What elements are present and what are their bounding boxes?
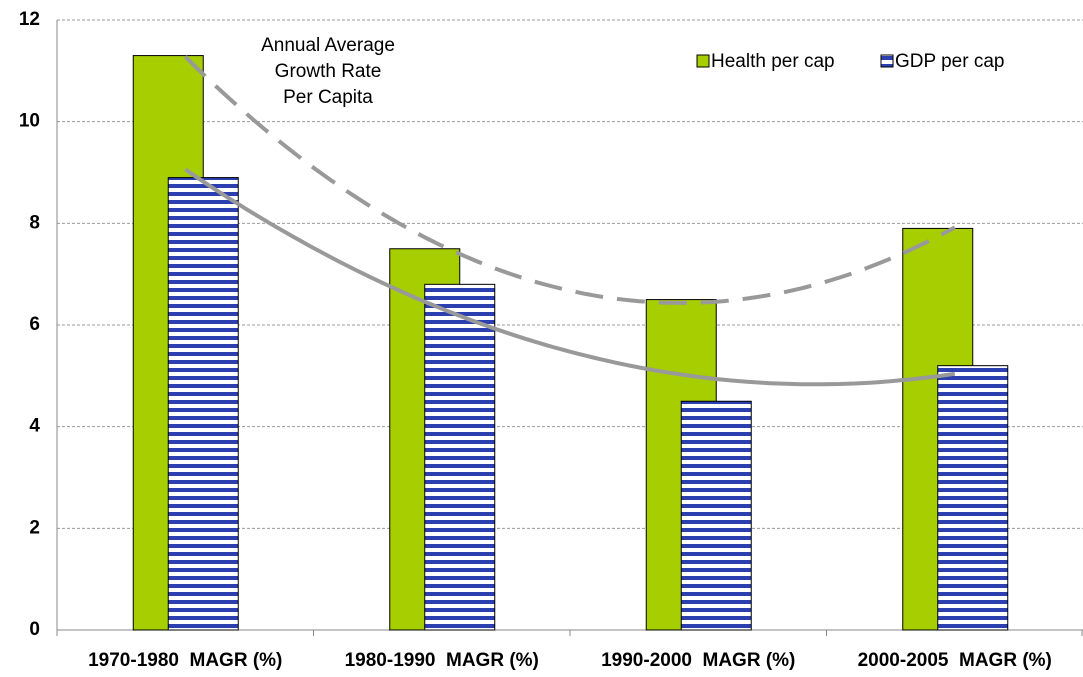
x-tick-label: 2000-2005 MAGR (%) xyxy=(858,650,1052,671)
bar xyxy=(424,283,496,631)
y-tick-label: 10 xyxy=(19,111,40,132)
trendline xyxy=(183,55,956,305)
legend-swatch xyxy=(696,54,710,68)
legend-swatch xyxy=(880,54,894,68)
legend-label: GDP per cap xyxy=(895,51,1004,72)
y-tick-label: 12 xyxy=(19,9,40,30)
y-tick-label: 6 xyxy=(29,314,40,335)
y-tick-label: 4 xyxy=(29,416,40,437)
x-tick-label: 1980-1990 MAGR (%) xyxy=(345,650,539,671)
bar xyxy=(937,365,1009,631)
y-tick-label: 0 xyxy=(29,619,40,640)
legend-label: Health per cap xyxy=(711,51,835,72)
bar xyxy=(167,177,239,631)
x-tick-label: 1970-1980 MAGR (%) xyxy=(88,650,282,671)
annotation: Annual Average xyxy=(261,35,395,56)
annotation: Growth Rate xyxy=(275,61,382,82)
bar xyxy=(680,400,752,631)
trendline xyxy=(184,167,956,387)
x-tick-label: 1990-2000 MAGR (%) xyxy=(601,650,795,671)
y-tick-label: 8 xyxy=(29,212,40,233)
y-tick-label: 2 xyxy=(29,517,40,538)
annotation: Per Capita xyxy=(283,87,373,108)
